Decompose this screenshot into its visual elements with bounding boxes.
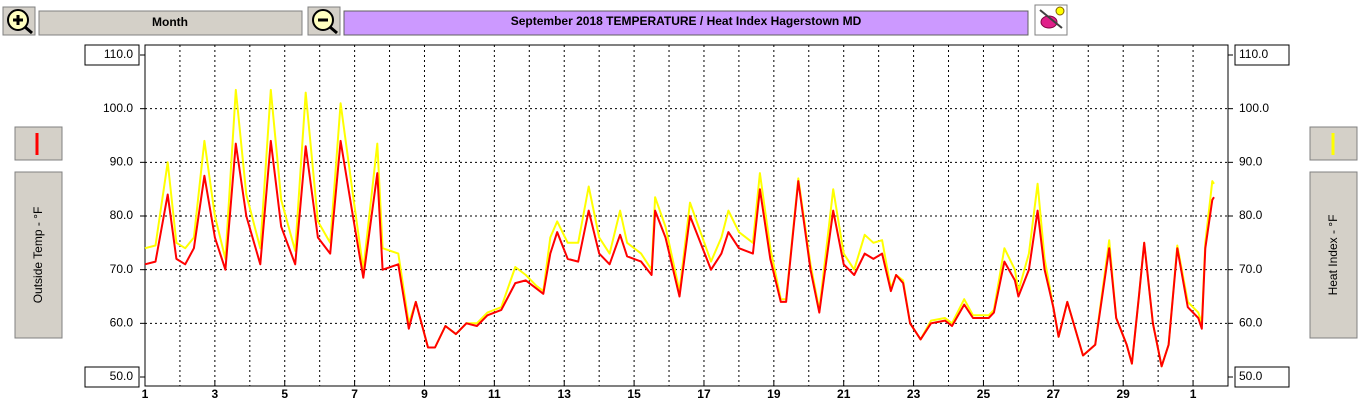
x-tick-label: 3 bbox=[212, 387, 219, 401]
x-tick-label: 17 bbox=[697, 387, 711, 401]
y2-tick-label: 100.0 bbox=[1239, 101, 1269, 115]
y2-tick-label: 70.0 bbox=[1239, 262, 1263, 276]
y2-tick-label: 90.0 bbox=[1239, 155, 1263, 169]
title-bar bbox=[343, 10, 1029, 36]
x-tick-label: 13 bbox=[558, 387, 572, 401]
y2-axis-label: Heat Index - °F bbox=[1326, 215, 1340, 296]
y-tick-label: 100.0 bbox=[103, 101, 133, 115]
y-tick-label: 50.0 bbox=[110, 369, 134, 383]
x-tick-label: 15 bbox=[627, 387, 641, 401]
zoom-out-button[interactable] bbox=[307, 6, 341, 36]
x-tick-label: 21 bbox=[837, 387, 851, 401]
y-tick-label: 70.0 bbox=[110, 262, 134, 276]
y2-label-box bbox=[1309, 171, 1358, 339]
y-tick-box bbox=[84, 366, 140, 388]
x-tick-label: 19 bbox=[767, 387, 781, 401]
y-label-box bbox=[14, 171, 63, 339]
x-tick-label: 27 bbox=[1047, 387, 1061, 401]
options-button[interactable] bbox=[1034, 4, 1068, 36]
x-tick-label: 9 bbox=[421, 387, 428, 401]
y-tick-label: 60.0 bbox=[110, 316, 134, 330]
x-tick-label: 11 bbox=[488, 387, 501, 401]
x-tick-label: 5 bbox=[281, 387, 288, 401]
x-tick-label: 1 bbox=[1190, 387, 1197, 401]
series-line bbox=[144, 139, 1215, 368]
y-tick-label: 80.0 bbox=[110, 208, 134, 222]
zoom-in-button[interactable] bbox=[2, 6, 36, 36]
y2-tick-box bbox=[1234, 366, 1290, 388]
y-tick-label: 110.0 bbox=[104, 47, 133, 61]
chart-title: September 2018 TEMPERATURE / Heat Index … bbox=[511, 14, 862, 28]
x-tick-label: 29 bbox=[1117, 387, 1131, 401]
y2-tick-label: 110.0 bbox=[1239, 47, 1268, 61]
x-tick-label: 1 bbox=[142, 387, 149, 401]
y2-tick-label: 50.0 bbox=[1239, 369, 1263, 383]
y2-tick-box bbox=[1234, 44, 1290, 66]
range-button[interactable] bbox=[38, 10, 303, 36]
y-axis-label: Outside Temp - °F bbox=[31, 207, 45, 304]
y-tick-label: 90.0 bbox=[110, 155, 134, 169]
x-tick-label: 25 bbox=[977, 387, 991, 401]
x-tick-label: 23 bbox=[907, 387, 921, 401]
y2-tick-label: 60.0 bbox=[1239, 316, 1263, 330]
x-tick-label: 7 bbox=[351, 387, 358, 401]
y2-tick-label: 80.0 bbox=[1239, 208, 1263, 222]
y-tick-box bbox=[84, 44, 140, 66]
range-label: Month bbox=[152, 15, 188, 29]
